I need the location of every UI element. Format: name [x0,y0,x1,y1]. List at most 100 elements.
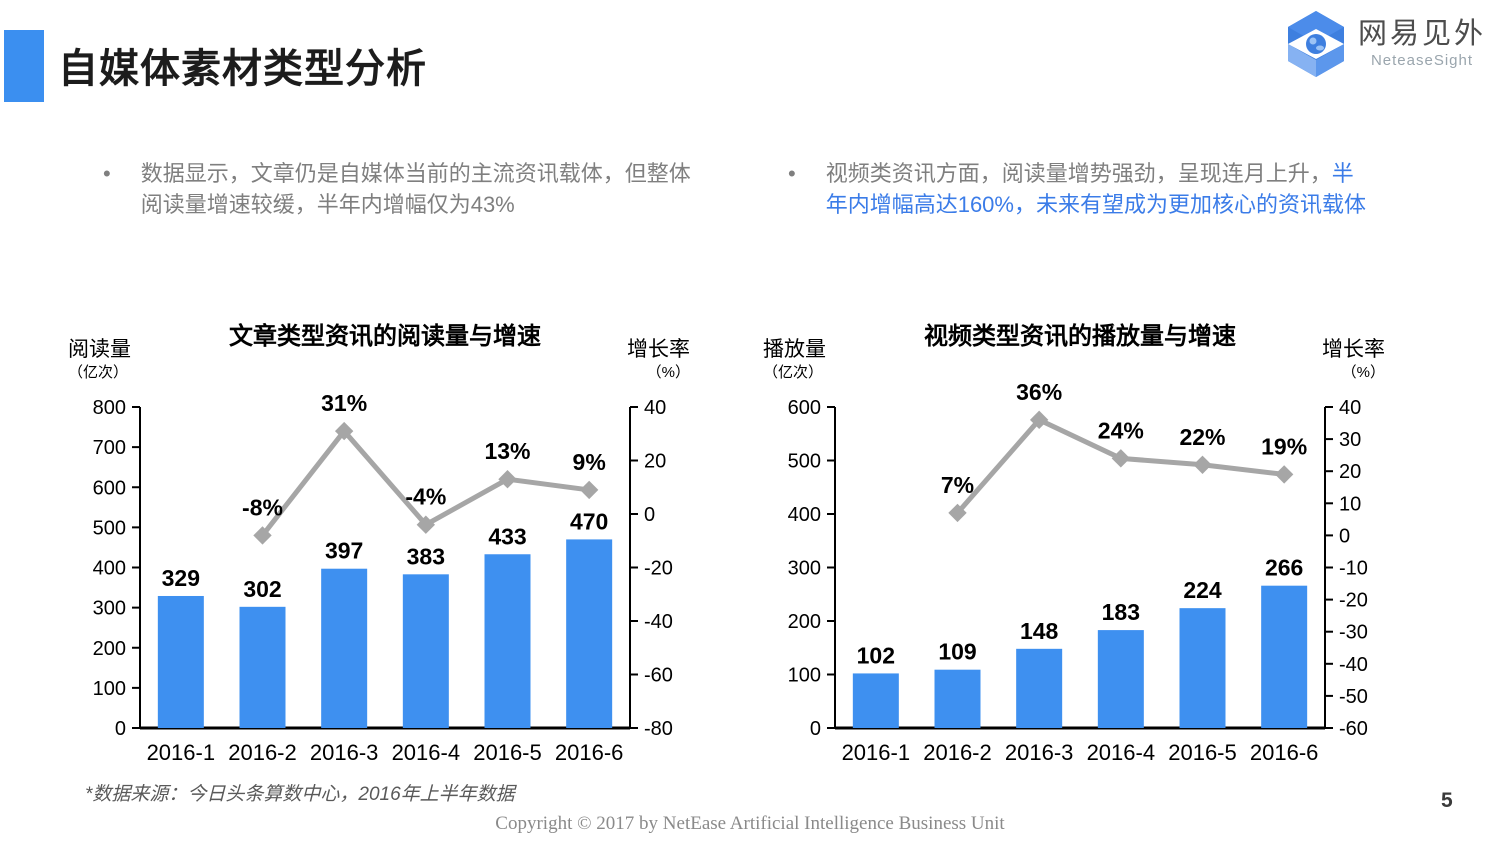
svg-text:-20: -20 [644,558,673,580]
svg-text:2016-4: 2016-4 [392,740,461,765]
svg-text:600: 600 [788,397,821,419]
svg-text:500: 500 [788,451,821,473]
svg-text:-30: -30 [1339,622,1368,644]
svg-text:10: 10 [1339,493,1361,515]
svg-text:600: 600 [93,477,126,499]
svg-text:-40: -40 [1339,654,1368,676]
axis-label-text: 增长率 [627,338,690,361]
svg-text:329: 329 [162,565,200,591]
logo-text: 网易见外 NeteaseSight [1358,17,1486,71]
svg-text:2016-2: 2016-2 [228,740,297,765]
svg-text:2016-6: 2016-6 [555,740,624,765]
svg-text:2016-2: 2016-2 [923,740,992,765]
bullet-article-text: 数据显示，文章仍是自媒体当前的主流资讯载体，但整体阅读量增速较缓，半年内增幅仅为… [140,161,691,217]
video-chart-canvas: 0 100 200 300 400 500 600 -60 -50 -40 -30 -20 -10 0 10… [788,379,1368,765]
article-chart-title: 文章类型资讯的阅读量与增速 [229,323,541,350]
svg-text:266: 266 [1265,555,1303,581]
bullet-video-text-highlight: 半年内增幅高达160%，未来有望成为更加核心的资讯载体 [825,161,1366,217]
svg-text:-50: -50 [1339,686,1368,708]
axis-label-text: 增长率 [1322,338,1385,361]
svg-text:13%: 13% [484,438,530,464]
bullet-article: • 数据显示，文章仍是自媒体当前的主流资讯载体，但整体阅读量增速较缓，半年内增幅… [103,158,701,220]
article-chart-canvas: 0 100 200 300 400 500 600 700 800 -80 -60 -40 -20 0 20… [93,390,673,765]
netease-sight-logo-icon [1287,11,1344,77]
svg-text:200: 200 [93,638,126,660]
video-chart-title: 视频类型资讯的播放量与增速 [924,323,1236,350]
svg-text:-40: -40 [644,611,673,633]
axis-label-text: 阅读量 [68,338,131,361]
svg-text:102: 102 [857,642,895,668]
video-left-axis-label: 播放量 （亿次） [763,336,826,382]
svg-text:100: 100 [93,678,126,700]
svg-text:300: 300 [788,558,821,580]
svg-text:2016-3: 2016-3 [1005,740,1074,765]
bullet-marker: • [103,161,111,186]
svg-text:2016-1: 2016-1 [147,740,216,765]
svg-text:36%: 36% [1016,379,1062,405]
title-accent-square [4,30,44,102]
logo-title: 网易见外 [1357,18,1486,50]
axis-unit-text: （%） [646,364,690,381]
svg-text:-4%: -4% [405,484,446,510]
svg-text:20: 20 [644,451,666,473]
svg-text:200: 200 [788,611,821,633]
svg-text:0: 0 [810,718,821,740]
svg-text:2016-4: 2016-4 [1087,740,1156,765]
svg-text:40: 40 [1339,397,1361,419]
svg-text:-60: -60 [1339,718,1368,740]
svg-text:24%: 24% [1098,417,1144,443]
svg-text:700: 700 [93,437,126,459]
svg-text:0: 0 [644,504,655,526]
svg-text:400: 400 [788,504,821,526]
logo-subtitle: NeteaseSight [1370,52,1474,69]
svg-text:31%: 31% [321,390,367,416]
axis-label-text: 播放量 [763,338,826,361]
copyright-text: Copyright © 2017 by NetEase Artificial I… [495,813,1005,834]
svg-text:2016-5: 2016-5 [1168,740,1237,765]
svg-text:470: 470 [570,508,608,534]
axis-unit-text: （亿次） [68,364,129,381]
svg-text:183: 183 [1102,599,1140,625]
svg-text:500: 500 [93,517,126,539]
axis-unit-text: （亿次） [763,364,824,381]
svg-text:109: 109 [938,639,976,665]
article-left-axis-label: 阅读量 （亿次） [68,336,131,382]
bullet-video: • 视频类资讯方面，阅读量增势强劲，呈现连月上升，半年内增幅高达160%，未来有… [788,158,1371,220]
svg-text:400: 400 [93,558,126,580]
axis-unit-text: （%） [1341,364,1385,381]
article-chart: 文章类型资讯的阅读量与增速 阅读量 （亿次） 增长率 （%） 0 100 200 30… [60,312,710,792]
svg-text:20: 20 [1339,461,1361,483]
svg-text:-60: -60 [644,665,673,687]
svg-text:2016-3: 2016-3 [310,740,379,765]
svg-text:2016-1: 2016-1 [842,740,911,765]
svg-text:22%: 22% [1179,424,1225,450]
svg-text:224: 224 [1183,577,1222,603]
page-number: 5 [1441,789,1453,812]
video-right-axis-label: 增长率 （%） [1322,336,1385,382]
video-chart: 视频类型资讯的播放量与增速 播放量 （亿次） 增长率 （%） 0 100 200 30… [755,312,1405,792]
svg-text:397: 397 [325,538,363,564]
svg-text:0: 0 [115,718,126,740]
svg-text:-10: -10 [1339,558,1368,580]
svg-text:2016-5: 2016-5 [473,740,542,765]
svg-text:9%: 9% [573,449,606,475]
svg-text:7%: 7% [941,472,974,498]
svg-text:300: 300 [93,598,126,620]
svg-text:2016-6: 2016-6 [1250,740,1319,765]
svg-text:148: 148 [1020,618,1059,644]
svg-text:40: 40 [644,397,666,419]
bullet-marker: • [788,161,796,186]
article-right-axis-label: 增长率 （%） [627,336,690,382]
svg-text:383: 383 [407,543,445,569]
netease-sight-logo: 网易见外 NeteaseSight [1284,10,1486,78]
svg-text:-80: -80 [644,718,673,740]
svg-text:-8%: -8% [242,494,283,520]
svg-text:433: 433 [488,523,526,549]
bullet-video-text: 视频类资讯方面，阅读量增势强劲，呈现连月上升，半年内增幅高达160%，未来有望成… [826,158,1371,220]
svg-text:0: 0 [1339,525,1350,547]
bullet-video-text-gray: 视频类资讯方面，阅读量增势强劲，呈现连月上升， [825,161,1332,186]
svg-text:-20: -20 [1339,590,1368,612]
svg-text:302: 302 [243,576,281,602]
svg-text:19%: 19% [1261,433,1307,459]
